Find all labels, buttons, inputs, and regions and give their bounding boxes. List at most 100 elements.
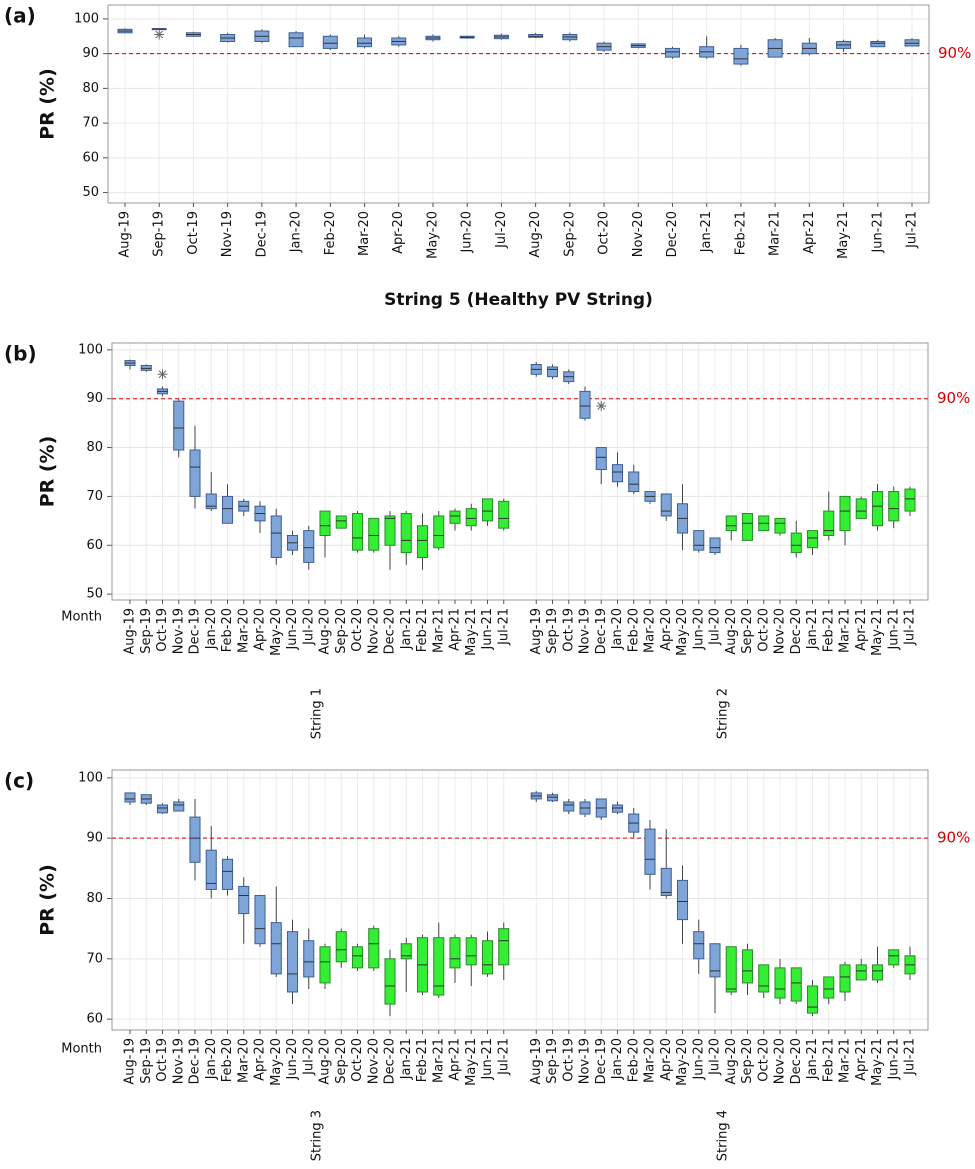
box (871, 964, 884, 981)
x-tick-label: Apr-20 (659, 608, 674, 651)
x-tick-label: Mar-21 (768, 211, 783, 256)
x-tick-label: Dec-19 (594, 608, 609, 654)
x-tick-label: Apr-20 (391, 211, 406, 254)
box (628, 471, 640, 493)
x-tick-label: Dec-19 (188, 608, 203, 654)
plot-frame (107, 4, 930, 204)
x-tick-label: Sep-20 (334, 608, 349, 654)
box (644, 828, 656, 875)
panel-label: (b) (4, 342, 37, 366)
x-tick-label: May-20 (675, 1038, 690, 1086)
box (173, 801, 185, 812)
box (839, 964, 851, 993)
x-tick-label: Aug-20 (724, 608, 739, 655)
x-tick-label: Feb-20 (220, 608, 235, 652)
box (546, 366, 559, 378)
x-tick-label: Feb-20 (626, 608, 641, 652)
x-tick-label: Jul-21 (905, 211, 920, 249)
group-label: String 3 (309, 1110, 324, 1161)
x-tick-label: Oct-19 (155, 1038, 170, 1082)
x-tick-label: Jul-21 (903, 608, 918, 646)
x-tick-label: May-20 (269, 608, 284, 656)
x-tick-label: Feb-21 (821, 608, 836, 652)
box (823, 976, 835, 999)
x-tick-label: Oct-20 (350, 1038, 365, 1082)
x-tick-label: Oct-19 (561, 1038, 576, 1082)
box (400, 513, 412, 554)
x-tick-label: Jun-20 (691, 1038, 706, 1081)
x-tick-label: May-21 (464, 1038, 479, 1086)
x-tick-label: Jan-20 (204, 1038, 219, 1080)
box (611, 464, 624, 483)
box (189, 816, 201, 863)
box (335, 515, 347, 529)
x-axis-title: Month (61, 1042, 102, 1057)
box (270, 922, 282, 975)
box (823, 510, 835, 537)
x-tick-label: Sep-19 (545, 1038, 560, 1084)
x-tick-label: Jun-21 (886, 608, 901, 651)
x-tick-label: Jan-21 (805, 1038, 820, 1080)
x-tick-label: Apr-21 (854, 608, 869, 651)
y-tick-label: 90 (86, 391, 103, 406)
x-tick-label: Jun-20 (460, 211, 475, 254)
box (351, 946, 364, 969)
x-tick-label: Mar-20 (236, 1038, 251, 1083)
box (758, 964, 770, 993)
x-axis-title: Month (61, 610, 102, 625)
box (205, 849, 217, 890)
x-tick-label: Mar-21 (431, 1038, 446, 1083)
x-tick-label: Sep-19 (545, 608, 560, 654)
x-tick-label: Dec-19 (188, 1038, 203, 1084)
x-tick-label: Nov-20 (631, 211, 646, 257)
box (433, 515, 445, 549)
x-tick-label: Aug-20 (318, 1038, 333, 1085)
x-tick-label: Oct-20 (597, 211, 612, 255)
x-tick-label: May-21 (464, 608, 479, 656)
x-tick-label: Feb-21 (821, 1038, 836, 1082)
group-label: String 1 (309, 688, 324, 739)
box (357, 37, 373, 48)
box (733, 47, 749, 65)
x-tick-label: Nov-19 (578, 1038, 593, 1084)
x-tick-label: Apr-21 (448, 608, 463, 651)
x-tick-label: Jul-20 (301, 608, 316, 646)
box (173, 400, 185, 451)
x-tick-label: Mar-20 (643, 608, 658, 653)
x-tick-label: May-20 (425, 211, 440, 259)
x-tick-label: Aug-20 (318, 608, 333, 655)
y-axis-label: PR (%) (37, 68, 59, 140)
box (433, 937, 445, 996)
box (221, 858, 234, 890)
box (368, 928, 380, 969)
x-tick-label: May-21 (870, 608, 885, 656)
x-tick-label: Aug-19 (123, 1038, 138, 1085)
y-tick-label: 60 (86, 538, 103, 553)
x-tick-label: Dec-20 (665, 211, 680, 257)
x-tick-label: Feb-20 (323, 211, 338, 255)
box (481, 498, 494, 522)
box (498, 928, 510, 966)
x-tick-label: Apr-21 (854, 1038, 869, 1081)
x-tick-label: Nov-20 (366, 608, 381, 654)
x-tick-label: Jan-20 (610, 1038, 625, 1080)
box (449, 937, 461, 969)
box (725, 946, 737, 993)
x-tick-label: May-21 (836, 211, 851, 259)
box (465, 937, 477, 966)
group-label: String 2 (716, 688, 731, 739)
x-tick-label: Jan-20 (204, 608, 219, 650)
box (416, 525, 429, 558)
x-tick-label: Jul-20 (708, 608, 723, 646)
x-tick-label: Mar-21 (431, 608, 446, 653)
box (481, 940, 494, 975)
box (124, 792, 136, 803)
x-tick-label: Nov-20 (773, 1038, 788, 1084)
x-tick-label: Nov-20 (366, 1038, 381, 1084)
x-tick-label: Aug-20 (724, 1038, 739, 1085)
box (855, 498, 867, 519)
y-axis-label: PR (%) (37, 864, 59, 936)
box (774, 517, 786, 534)
y-tick-label: 90 (82, 46, 99, 61)
